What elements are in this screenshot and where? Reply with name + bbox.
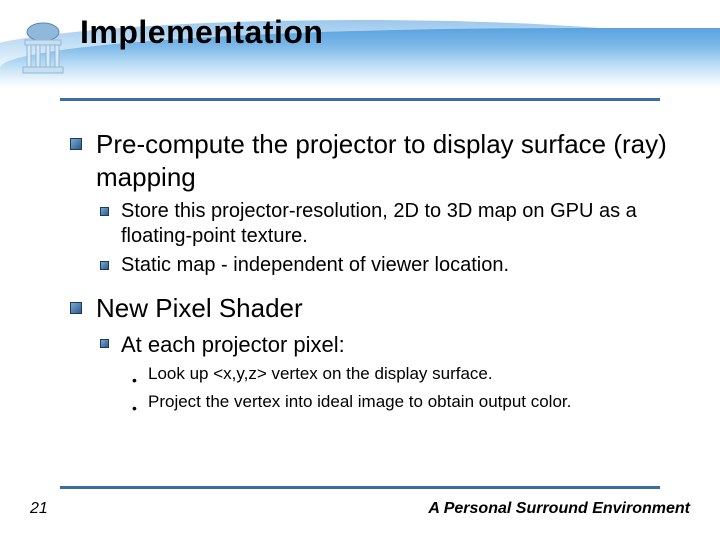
bullet-level2: At each projector pixel: [100,331,680,360]
bullet-text: Project the vertex into ideal image to o… [148,391,571,413]
dot-bullet-icon: • [132,399,138,417]
old-well-icon [14,18,72,76]
square-bullet-icon [100,261,109,270]
bullet-level1: Pre-compute the projector to display sur… [70,128,680,193]
bullet-text: New Pixel Shader [96,292,303,325]
slide-title: Implementation [80,14,323,51]
footer-line [60,486,660,489]
bullet-text: Look up <x,y,z> vertex on the display su… [148,363,493,385]
square-bullet-icon [100,207,109,216]
bullet-text: At each projector pixel: [121,331,345,360]
bullet-level2: Store this projector-resolution, 2D to 3… [100,199,680,249]
bullet-level3: • Project the vertex into ideal image to… [132,391,680,417]
square-bullet-icon [100,339,109,348]
slide-content: Pre-compute the projector to display sur… [70,128,680,419]
bullet-level1: New Pixel Shader [70,292,680,325]
square-bullet-icon [70,302,82,314]
bullet-text: Static map - independent of viewer locat… [121,253,509,278]
page-number: 21 [30,500,48,518]
bullet-text: Pre-compute the projector to display sur… [96,128,680,193]
bullet-text: Store this projector-resolution, 2D to 3… [121,199,680,249]
footer-text: A Personal Surround Environment [428,500,690,518]
dot-bullet-icon: • [132,371,138,389]
bullet-level2: Static map - independent of viewer locat… [100,253,680,278]
square-bullet-icon [70,138,82,150]
title-underline [60,98,660,101]
footer: 21 A Personal Surround Environment [0,494,720,518]
bullet-level3: • Look up <x,y,z> vertex on the display … [132,363,680,389]
